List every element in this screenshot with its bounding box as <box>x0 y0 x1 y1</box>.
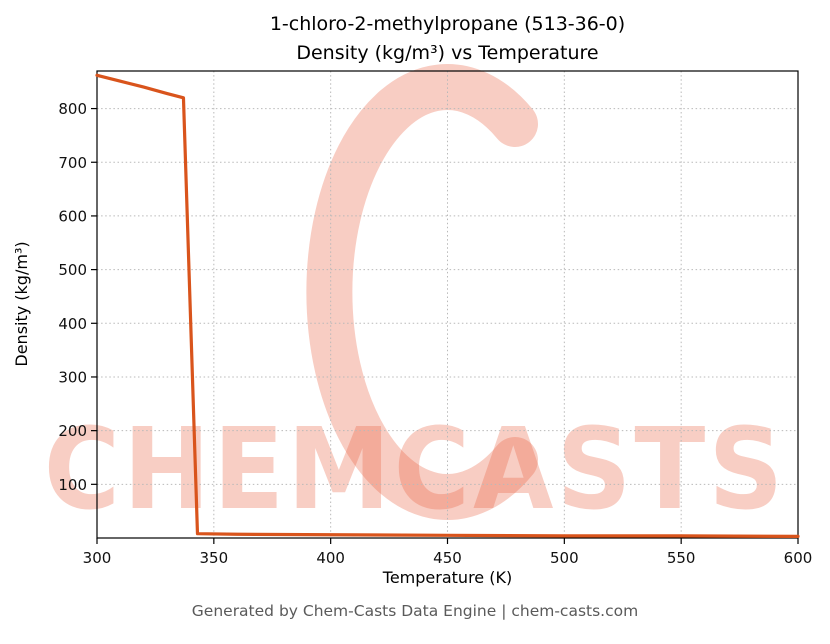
svg-text:600: 600 <box>58 207 87 225</box>
svg-text:300: 300 <box>83 549 112 567</box>
svg-text:700: 700 <box>58 154 87 172</box>
svg-text:500: 500 <box>550 549 579 567</box>
svg-text:550: 550 <box>667 549 696 567</box>
svg-text:450: 450 <box>433 549 462 567</box>
svg-text:400: 400 <box>316 549 345 567</box>
svg-text:100: 100 <box>58 476 87 494</box>
svg-text:800: 800 <box>58 100 87 118</box>
chemcasts-text-watermark: CHEMCASTS <box>43 403 787 535</box>
chart-title: 1-chloro-2-methylpropane (513-36-0) Dens… <box>97 10 798 67</box>
svg-text:350: 350 <box>200 549 229 567</box>
svg-text:300: 300 <box>58 368 87 386</box>
chart-title-line1: 1-chloro-2-methylpropane (513-36-0) <box>269 13 626 35</box>
footer-credit: Generated by Chem-Casts Data Engine | ch… <box>191 602 639 620</box>
svg-text:500: 500 <box>58 261 87 279</box>
svg-text:600: 600 <box>784 549 813 567</box>
y-axis-label: Density (kg/m³) <box>12 241 31 367</box>
svg-text:200: 200 <box>58 422 87 440</box>
svg-text:400: 400 <box>58 315 87 333</box>
x-axis-label: Temperature (K) <box>382 568 513 587</box>
chart-title-line2: Density (kg/m³) vs Temperature <box>296 41 599 64</box>
